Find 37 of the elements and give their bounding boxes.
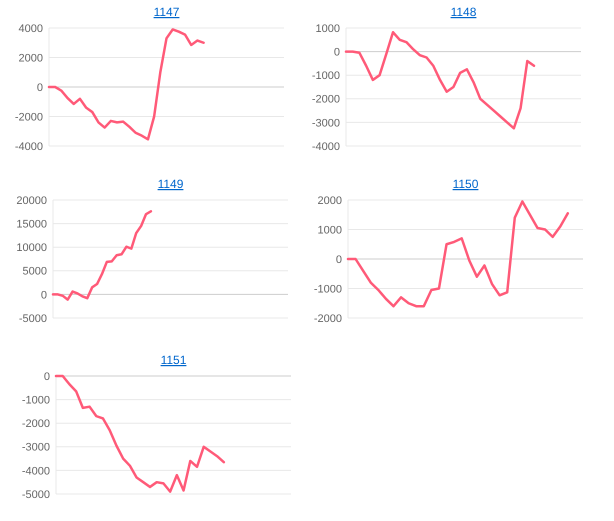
y-tick-label: -4000 (312, 140, 340, 153)
y-tick-label: 1000 (316, 22, 340, 35)
y-tick-label: 15000 (16, 218, 47, 230)
y-tick-label: 10000 (16, 242, 47, 254)
chart-title: 1149 (158, 177, 184, 191)
y-tick-label: -2000 (22, 418, 50, 430)
chart-title: 1151 (160, 353, 187, 367)
y-tick-label: 4000 (18, 22, 43, 35)
y-tick-label: -1000 (314, 283, 342, 296)
line-series (52, 210, 152, 301)
y-tick-label: -1000 (22, 394, 50, 406)
y-tick-label: -3000 (22, 442, 50, 454)
y-tick-label: -3000 (312, 117, 340, 130)
line-series (346, 200, 570, 308)
y-tick-label: 0 (336, 254, 342, 266)
y-tick-label: 20000 (16, 194, 47, 207)
y-tick-label: -4000 (14, 140, 43, 153)
y-tick-label: 2000 (18, 52, 43, 64)
y-tick-label: 0 (36, 82, 43, 94)
line-series (344, 31, 536, 130)
y-tick-label: 0 (40, 289, 47, 302)
y-tick-label: 5000 (22, 266, 47, 278)
y-tick-label: -2000 (314, 312, 342, 325)
y-tick-label: 2000 (318, 194, 342, 207)
chart-title: 1148 (450, 5, 477, 19)
y-tick-label: 0 (334, 46, 340, 58)
line-series (48, 28, 205, 141)
y-tick-label: -1000 (312, 70, 340, 82)
y-tick-label: -4000 (22, 465, 50, 478)
chart-title: 1147 (154, 5, 180, 19)
y-tick-label: -2000 (14, 111, 43, 124)
y-tick-label: 0 (44, 370, 50, 383)
y-tick-label: -5000 (18, 312, 47, 325)
y-tick-label: -2000 (312, 94, 340, 106)
y-tick-label: -5000 (22, 488, 50, 501)
y-tick-label: 1000 (318, 224, 342, 236)
chart-title: 1150 (452, 177, 479, 191)
